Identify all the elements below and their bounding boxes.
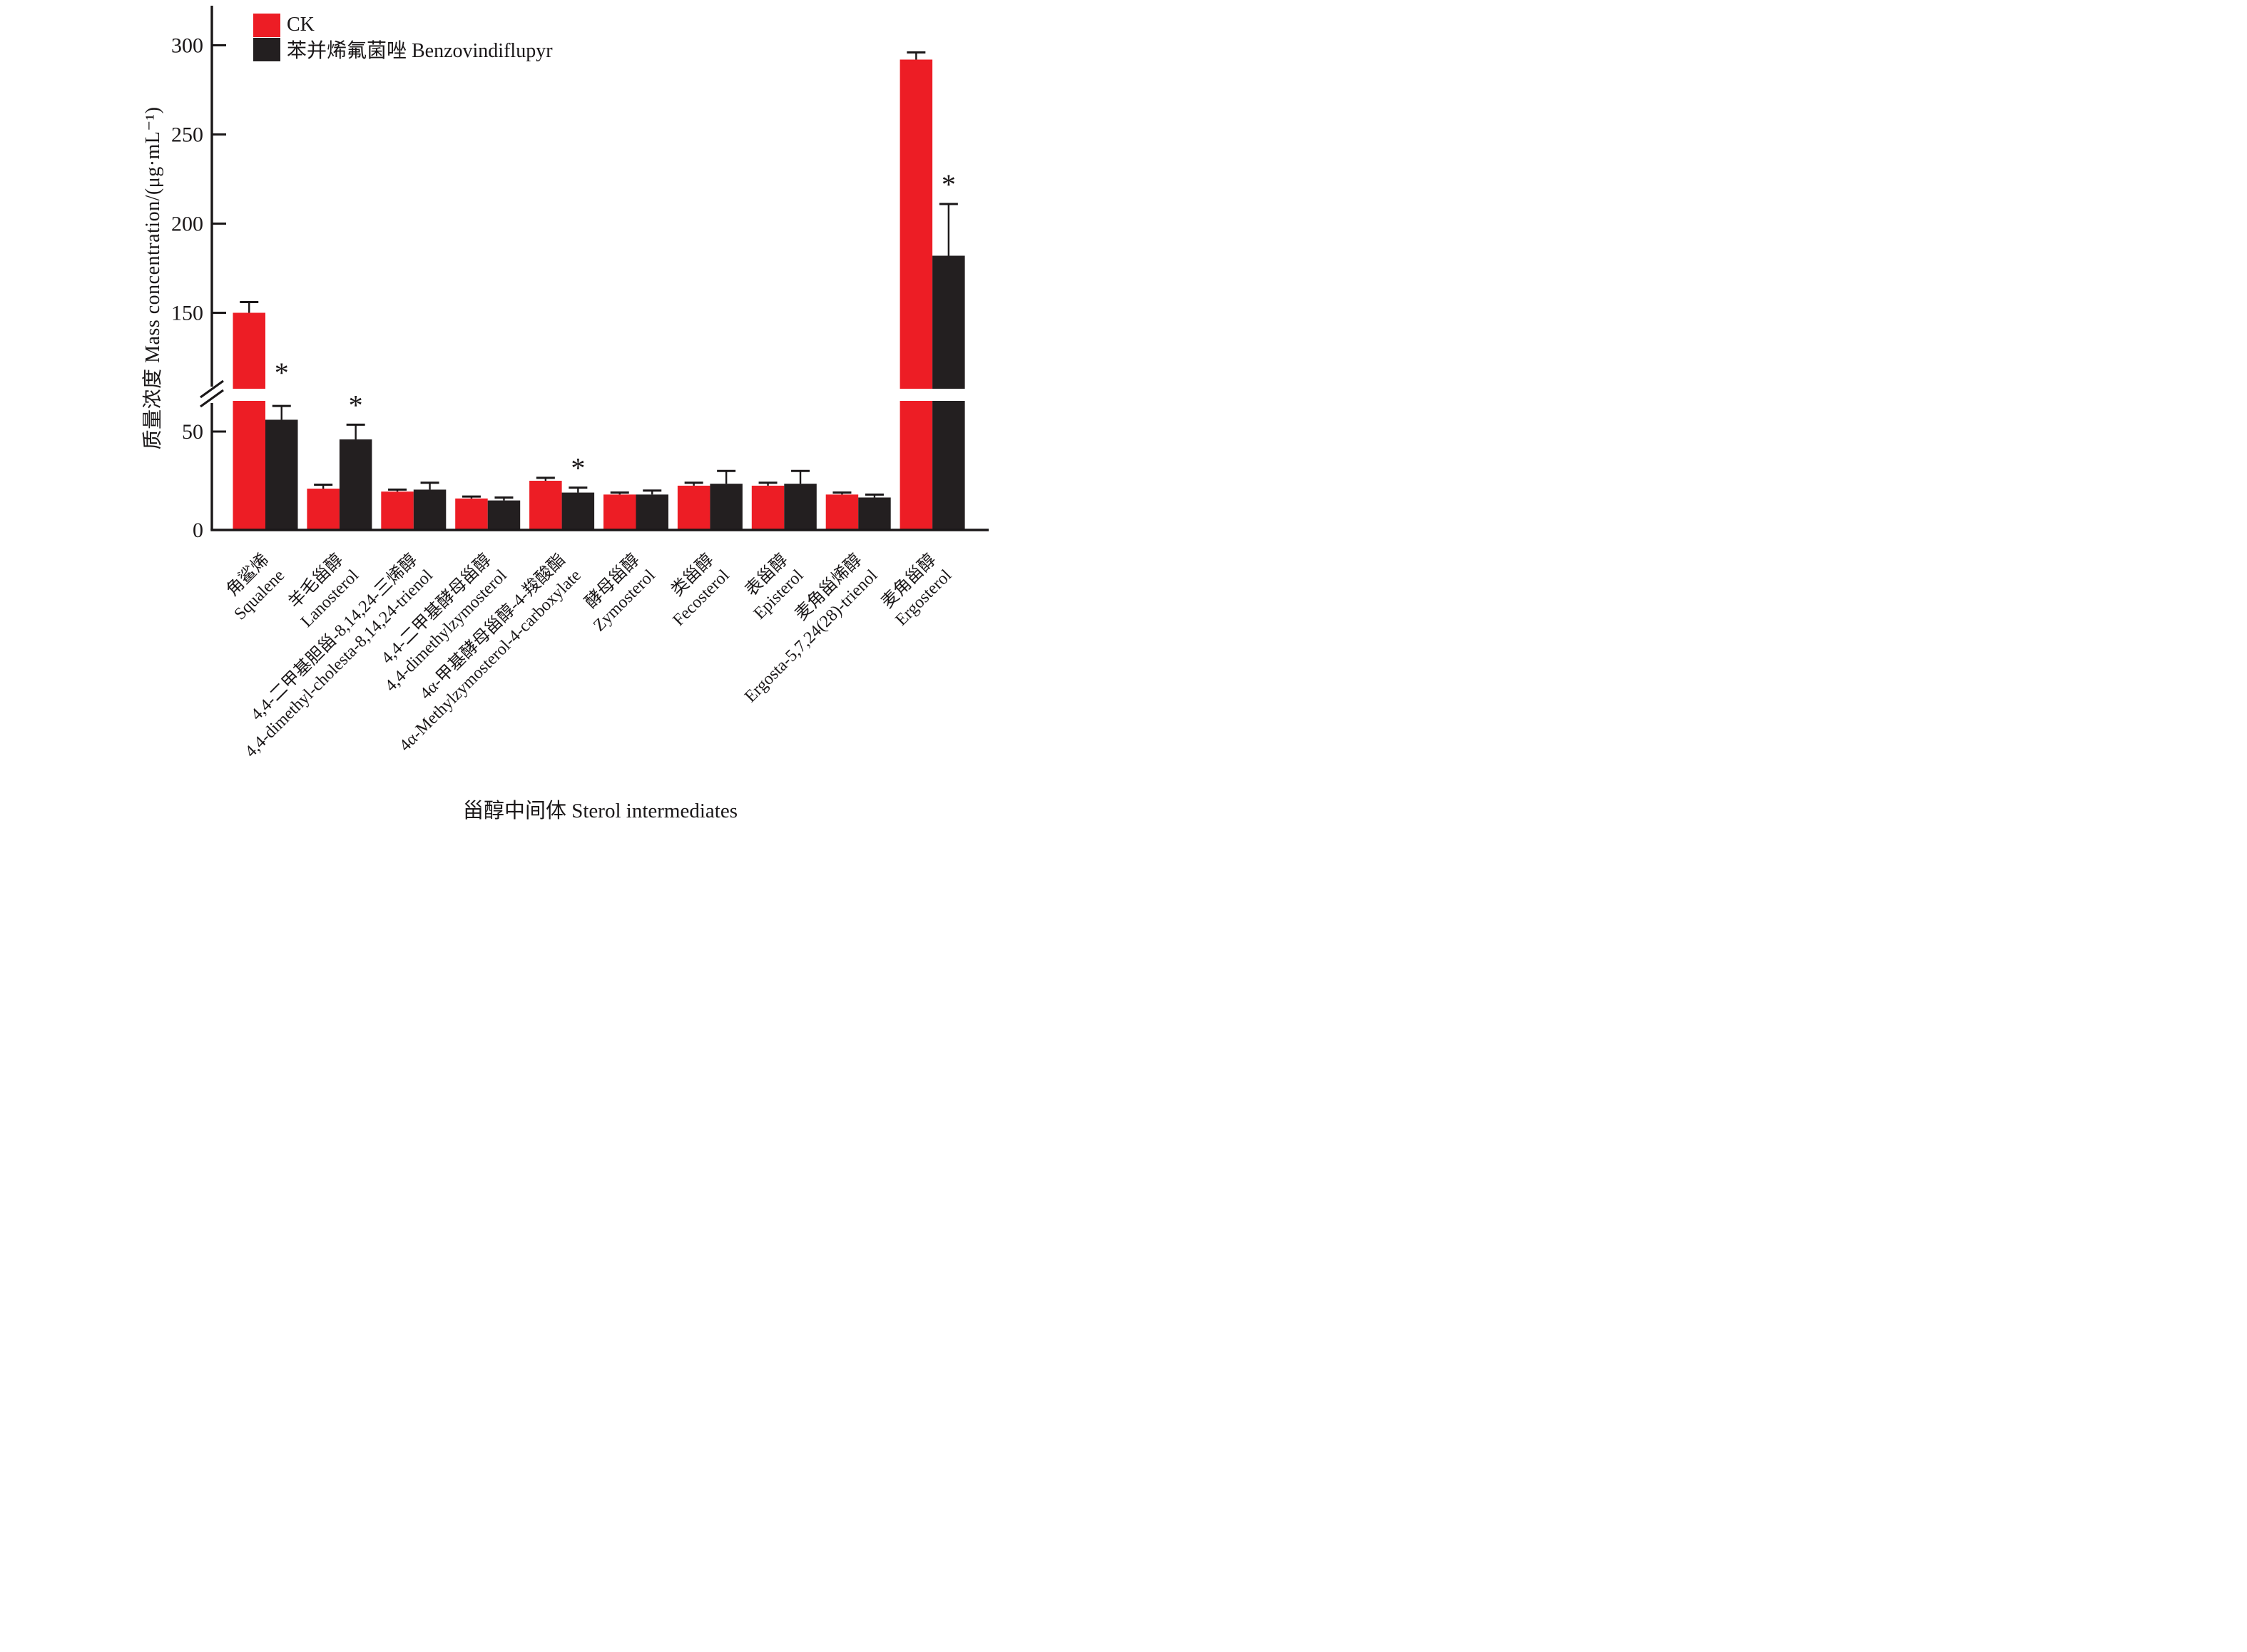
legend-label-ck: CK xyxy=(287,14,315,36)
bar-ck-9 xyxy=(900,59,933,530)
legend-swatch-ck-icon xyxy=(253,13,280,37)
legend-label-benzovindiflupyr: 苯并烯氟菌唑 Benzovindiflupyr xyxy=(287,40,553,62)
y-tick-label: 150 xyxy=(171,302,203,325)
bar-ck-2 xyxy=(381,491,414,530)
bar-ck-1 xyxy=(307,489,340,530)
bar-chart-figure: * * * * 0 50 150 200 250 300 角鲨烯 Squalene 羊毛甾醇 Lanost… xyxy=(0,0,1124,826)
plot-area: ****050150200250300角鲨烯Squalene羊毛甾醇Lanost… xyxy=(171,6,990,761)
bar-ck-4 xyxy=(529,481,562,530)
axis-break-icon xyxy=(200,389,224,408)
y-tick-label: 250 xyxy=(171,123,203,147)
bar-ck-0 xyxy=(233,312,265,530)
significance-asterisk: * xyxy=(275,357,289,389)
significance-asterisk: * xyxy=(571,452,585,484)
y-tick-label: 300 xyxy=(171,34,203,58)
significance-asterisk: * xyxy=(942,168,956,200)
bar-benzovindiflupyr-7 xyxy=(784,484,817,530)
bar-benzovindiflupyr-3 xyxy=(487,500,521,530)
bar-ck-5 xyxy=(603,494,636,530)
category-label-2: 4,4-二甲基胆甾-8,14,24-三烯醇4,4-dimethyl-choles… xyxy=(242,550,437,761)
legend-swatch-benzovindiflupyr-icon xyxy=(253,37,280,61)
y-axis-title: 质量浓度 Mass concentration/(μg·mL⁻¹) xyxy=(142,106,164,450)
y-tick-label: 0 xyxy=(193,519,203,542)
bar-benzovindiflupyr-8 xyxy=(858,497,891,530)
bar-benzovindiflupyr-1 xyxy=(339,439,372,530)
bar-benzovindiflupyr-5 xyxy=(636,494,668,530)
bar-ck-6 xyxy=(677,485,710,530)
bar-benzovindiflupyr-4 xyxy=(561,492,595,530)
legend-item-ck: CK xyxy=(253,13,553,37)
bar-ck-3 xyxy=(455,498,488,530)
x-axis-title: 甾醇中间体 Sterol intermediates xyxy=(463,800,738,822)
legend: CK 苯并烯氟菌唑 Benzovindiflupyr xyxy=(253,13,553,62)
significance-asterisk: * xyxy=(349,389,363,421)
y-tick-label: 200 xyxy=(171,213,203,236)
bar-benzovindiflupyr-2 xyxy=(413,489,447,530)
y-tick-label: 50 xyxy=(182,420,203,444)
bar-ck-8 xyxy=(825,494,859,530)
axis-break-icon xyxy=(200,379,224,399)
bar-benzovindiflupyr-0 xyxy=(265,419,298,530)
bar-benzovindiflupyr-6 xyxy=(710,484,743,530)
bar-ck-7 xyxy=(751,485,785,530)
axis-break-band xyxy=(213,389,990,401)
legend-item-benzovindiflupyr: 苯并烯氟菌唑 Benzovindiflupyr xyxy=(253,37,553,62)
